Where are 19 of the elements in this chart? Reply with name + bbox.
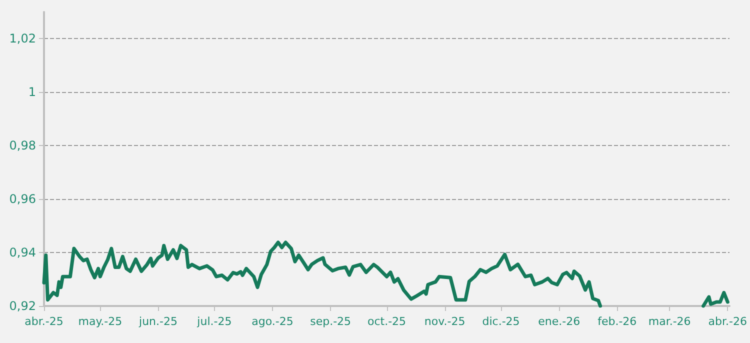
y-tick-label: 1 <box>28 85 36 100</box>
x-tick-label: mar.-26 <box>648 315 691 328</box>
x-tick-label: ene.-26 <box>538 315 580 328</box>
x-tick-label: abr.-25 <box>24 315 64 328</box>
x-tick-label: nov.-25 <box>424 315 466 328</box>
x-tick-label: abr.-26 <box>708 315 747 328</box>
x-tick-label: oct.-25 <box>367 315 406 328</box>
x-tick-label: ago.-25 <box>252 315 294 328</box>
x-tick-label: jul.-25 <box>196 315 232 328</box>
x-tick-label: dic.-25 <box>482 315 520 328</box>
x-tick-label: may.-25 <box>78 315 122 328</box>
x-tick-label: sep.-25 <box>310 315 352 328</box>
y-tick-label: 0,96 <box>9 192 36 206</box>
y-tick-label: 0,92 <box>9 299 36 313</box>
y-tick-label: 0,94 <box>9 246 36 260</box>
y-tick-label: 1,02 <box>9 32 36 46</box>
y-tick-label: 0,98 <box>9 138 36 153</box>
x-tick-label: jun.-25 <box>138 315 178 328</box>
x-tick-label: feb.-26 <box>598 315 637 328</box>
